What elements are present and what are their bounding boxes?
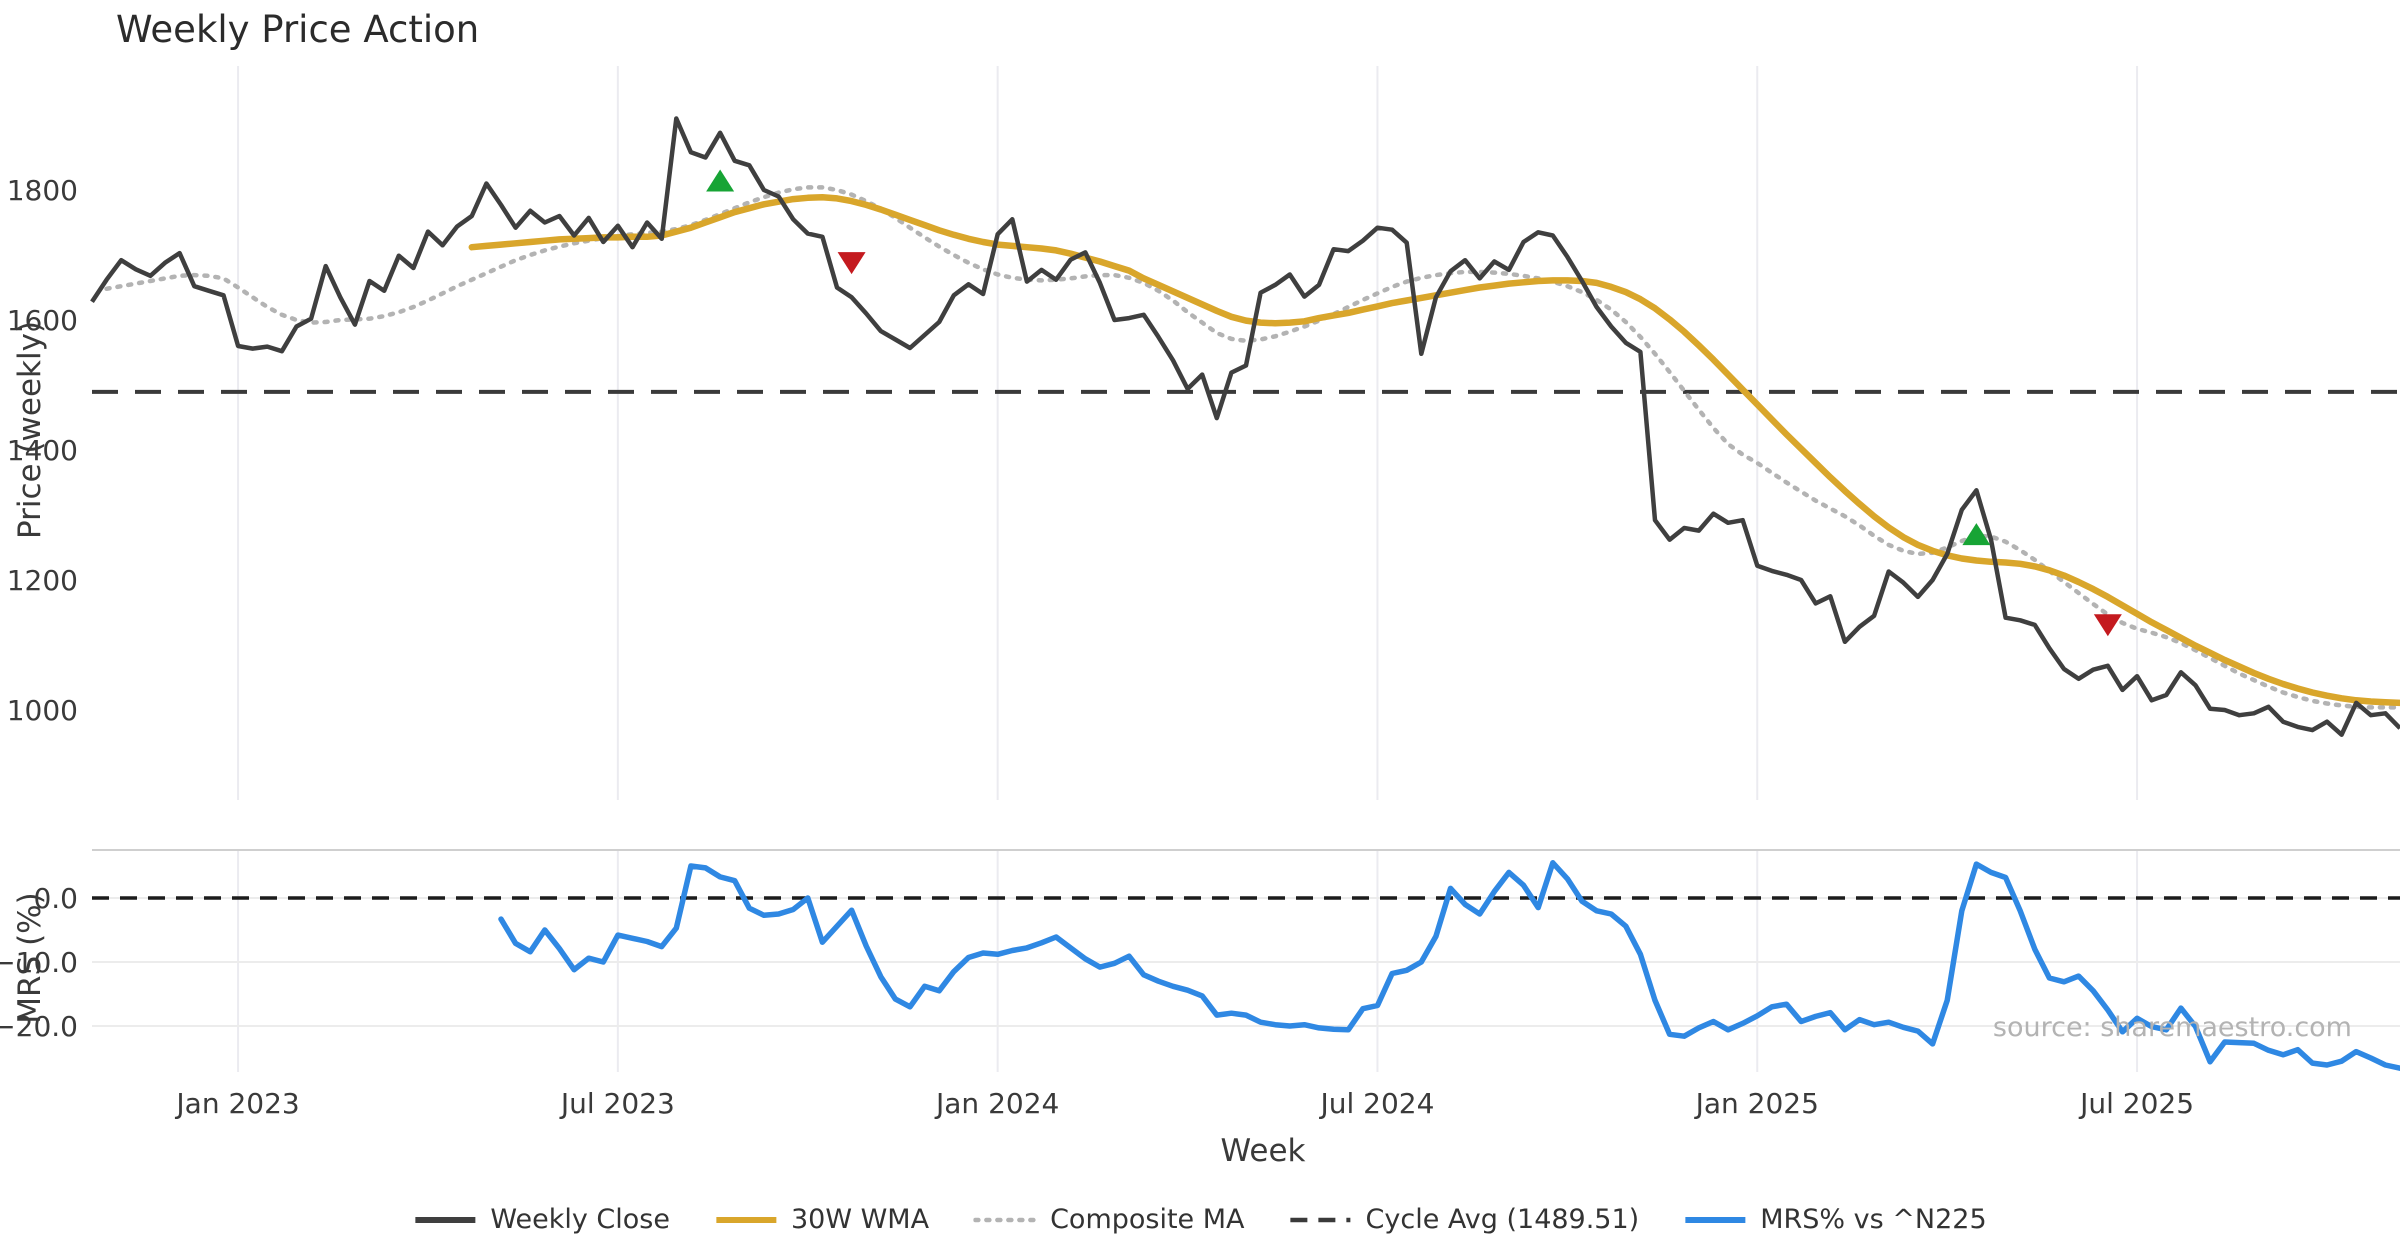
legend-item-label: MRS% vs ^N225 bbox=[1760, 1204, 1987, 1235]
sell-marker bbox=[2093, 614, 2122, 637]
source-note: source: sharemaestro.com bbox=[1992, 1012, 2352, 1043]
price-tick-label: 1200 bbox=[7, 564, 78, 597]
buy-marker bbox=[706, 169, 735, 192]
legend-swatch-icon bbox=[715, 1216, 776, 1223]
legend-item-4: MRS% vs ^N225 bbox=[1683, 1204, 1987, 1235]
price-tick-label: 1600 bbox=[7, 304, 78, 337]
x-tick-label: Jul 2025 bbox=[2078, 1087, 2194, 1120]
weekly-close-line bbox=[90, 116, 2400, 737]
price-tick-label: 1000 bbox=[7, 694, 78, 727]
mrs-tick-label: −10.0 bbox=[0, 946, 78, 979]
x-tick-label: Jan 2025 bbox=[1694, 1087, 1819, 1120]
mrs-tick-label: 0.0 bbox=[33, 882, 78, 915]
mrs-tick-label: −20.0 bbox=[0, 1010, 78, 1043]
mrs-axis-label: MRS (%) bbox=[12, 892, 48, 1024]
x-tick-label: Jul 2024 bbox=[1318, 1087, 1434, 1120]
composite-ma-line bbox=[104, 185, 2400, 710]
mrs-line bbox=[498, 860, 2400, 1071]
legend-item-0: Weekly Close bbox=[413, 1204, 670, 1235]
price-tick-label: 1800 bbox=[7, 174, 78, 207]
legend-swatch-icon bbox=[1290, 1217, 1351, 1222]
legend-item-label: Weekly Close bbox=[490, 1204, 670, 1235]
legend-swatch-icon bbox=[973, 1217, 1038, 1222]
legend-swatch-icon bbox=[1685, 1216, 1746, 1223]
legend-item-2: Composite MA bbox=[973, 1204, 1245, 1235]
legend-item-1: 30W WMA bbox=[714, 1204, 929, 1235]
price-tick-label: 1400 bbox=[7, 434, 78, 467]
legend-swatch-icon bbox=[415, 1216, 476, 1223]
x-axis-label: Week bbox=[1220, 1133, 1306, 1169]
legend-item-label: Cycle Avg (1489.51) bbox=[1365, 1204, 1640, 1235]
legend-item-label: 30W WMA bbox=[790, 1204, 930, 1235]
legend-item-3: Cycle Avg (1489.51) bbox=[1289, 1204, 1640, 1235]
chart-title: Weekly Price Action bbox=[116, 8, 480, 51]
x-tick-label: Jan 2023 bbox=[174, 1087, 299, 1120]
sell-marker bbox=[837, 252, 866, 275]
x-tick-label: Jul 2023 bbox=[559, 1087, 675, 1120]
buy-marker bbox=[1962, 523, 1991, 546]
legend-item-label: Composite MA bbox=[1050, 1204, 1245, 1235]
legend: Weekly Close 30W WMA Composite MA Cycle Avg… bbox=[413, 1204, 1987, 1235]
x-tick-label: Jan 2024 bbox=[934, 1087, 1059, 1120]
price-axis-label: Price (weekly) bbox=[12, 320, 48, 540]
